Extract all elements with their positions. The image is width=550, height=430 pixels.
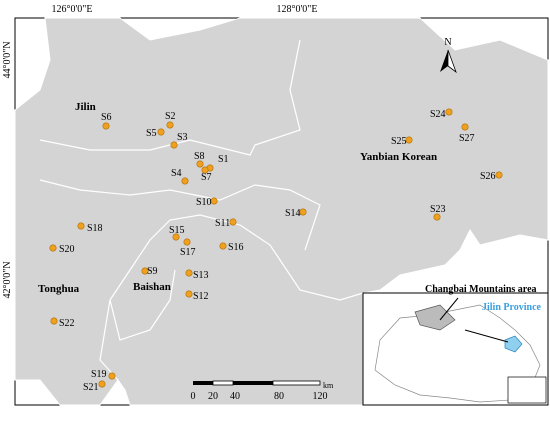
site-marker [108,372,116,380]
site-marker [49,244,57,252]
site-marker [229,218,237,226]
site-marker [172,233,180,241]
site-label: S17 [180,247,196,258]
site-marker [77,222,85,230]
site-marker [50,317,58,325]
site-label: S1 [218,154,229,165]
site-label: S20 [59,244,75,255]
site-label: S11 [215,218,230,229]
site-label: S18 [87,223,103,234]
site-label: S27 [459,133,475,144]
site-label: S10 [196,197,212,208]
site-marker [170,141,178,149]
scale-label: 120 [313,391,328,402]
inset-label: Jilin Province [482,302,542,313]
x-grat-label: 128°0'0"E [277,4,318,15]
scale-label: 40 [230,391,240,402]
y-grat-label: 44°0'0"N [2,41,13,78]
site-marker [185,290,193,298]
site-marker [201,166,209,174]
region-label: Tonghua [38,283,80,295]
y-grat-label: 42°0'0"N [2,261,13,298]
north-arrow: N [440,37,457,74]
site-label: S5 [146,128,157,139]
region-label: Yanbian Korean [360,151,437,163]
site-label: S24 [430,109,446,120]
site-label: S26 [480,171,496,182]
region-label: Baishan [133,281,171,293]
inset-title: Changbai Mountains area [425,284,537,295]
site-marker [299,208,307,216]
site-marker [210,197,218,205]
inset: Changbai Mountains area Jilin Province [362,284,549,406]
site-label: S19 [91,369,107,380]
scale-label: 20 [208,391,218,402]
scale-unit: km [323,381,334,390]
site-marker [219,242,227,250]
site-marker [102,122,110,130]
site-marker [181,177,189,185]
site-label: S7 [201,172,212,183]
site-label: S2 [165,111,176,122]
site-label: S13 [193,270,209,281]
site-label: S8 [194,151,205,162]
site-label: S4 [171,168,182,179]
site-label: S12 [193,291,209,302]
x-grat-label: 126°0'0"E [52,4,93,15]
scale-label: 0 [191,391,196,402]
site-label: S16 [228,242,244,253]
site-marker [495,171,503,179]
site-marker [98,380,106,388]
scale-label: 80 [274,391,284,402]
study-area [14,17,549,406]
site-marker [157,128,165,136]
site-label: S14 [285,208,301,219]
site-marker [166,121,174,129]
north-label: N [444,37,451,48]
site-marker [433,213,441,221]
site-marker [461,123,469,131]
site-marker [445,108,453,116]
site-label: S9 [147,266,158,277]
site-marker [196,160,204,168]
site-label: S6 [101,112,112,123]
site-label: S3 [177,132,188,143]
scale-bar: 0 20 40 80 120 km [191,380,334,402]
site-marker [141,267,149,275]
site-label: S22 [59,318,75,329]
site-marker [185,269,193,277]
site-marker [183,238,191,246]
site-label: S21 [83,382,99,393]
boundaries [39,39,364,381]
site-marker [405,136,413,144]
region-label: Jilin [75,101,96,113]
site-label: S23 [430,204,446,215]
site-label: S25 [391,136,407,147]
site-label: S15 [169,225,185,236]
